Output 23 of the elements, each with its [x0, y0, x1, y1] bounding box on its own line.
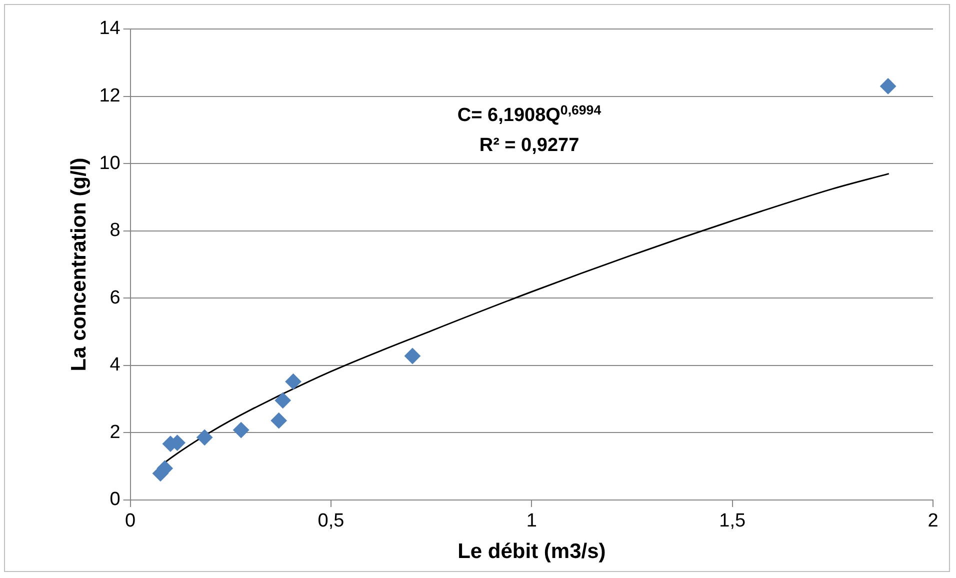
- point: [285, 374, 302, 390]
- y-tick-label: 4: [110, 354, 121, 376]
- y-tick-label: 14: [99, 18, 121, 40]
- y-tick-label: 8: [110, 220, 120, 242]
- x-tick-label: 0: [125, 510, 136, 532]
- y-tick-label: 12: [99, 86, 120, 107]
- x-tick-label: 2: [928, 510, 938, 532]
- point: [404, 348, 420, 364]
- point: [233, 422, 250, 438]
- y-tick-label: 10: [99, 152, 120, 174]
- x-tick-label: 1: [526, 510, 537, 532]
- y-tick-label: 6: [110, 287, 120, 308]
- y-tick-label: 2: [110, 422, 120, 443]
- point: [196, 429, 213, 446]
- x-axis-title: Le débit (m3/s): [458, 540, 606, 564]
- point: [270, 412, 287, 429]
- point: [274, 392, 291, 408]
- y-tick-label: 0: [110, 489, 120, 510]
- x-tick-label: 0,5: [318, 510, 344, 532]
- x-tick-label: 1,5: [719, 510, 746, 532]
- y-axis-title: La concentration (g/l): [67, 158, 90, 372]
- annotation: R² = 0,9277: [479, 135, 580, 156]
- point: [880, 78, 896, 94]
